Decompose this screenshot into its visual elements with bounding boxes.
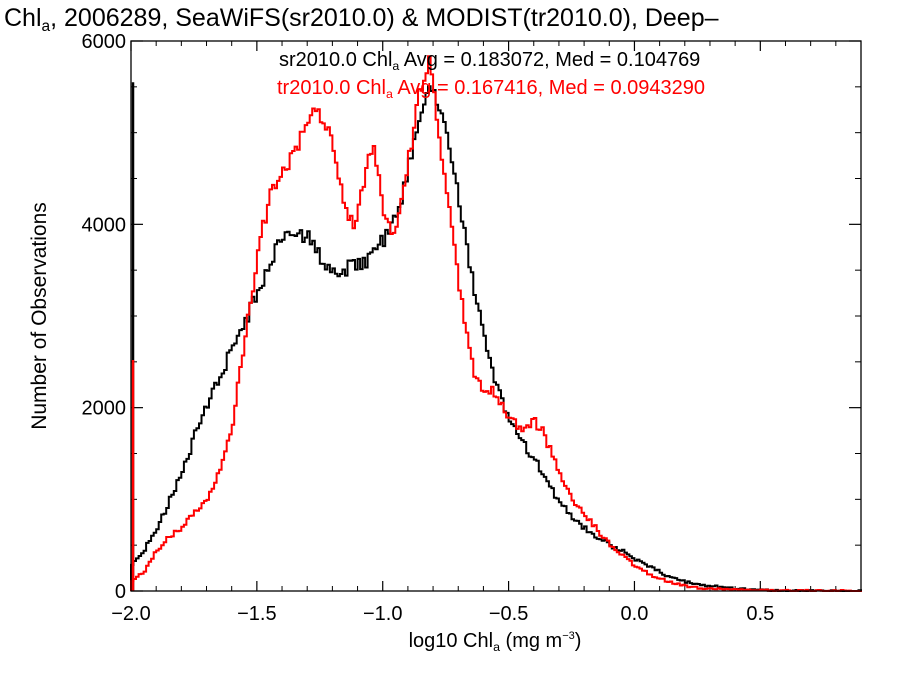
series-2-stats-rest: Avg = 0.167416, Med = 0.0943290 <box>392 77 705 99</box>
y-tick-label: 2000 <box>82 398 127 420</box>
plot-frame <box>130 40 862 592</box>
x-tick-label: −0.5 <box>489 603 528 625</box>
tick-labels: −2.0 −1.5 −1.0 −0.5 0.0 0.5 0 2000 4000 6000 <box>82 31 775 625</box>
y-tick-label: 4000 <box>82 214 127 236</box>
chart-title: Chla, 2006289, SeaWiFS(sr2010.0) & MODIS… <box>4 4 719 36</box>
x-tick-label: 0.0 <box>621 603 649 625</box>
x-axis-label-superscript: −3 <box>562 629 575 642</box>
y-axis-label: Number of Observations <box>28 202 51 430</box>
series-1-stats: sr2010.0 Chla Avg = 0.183072, Med = 0.10… <box>279 49 701 74</box>
title-prefix: Chl <box>4 4 42 32</box>
series-layer <box>130 55 862 592</box>
y-tick-label: 0 <box>115 581 126 603</box>
series-1-stats-subscript: a <box>392 59 400 74</box>
y-tick-label: 6000 <box>82 31 127 53</box>
x-tick-label: −1.5 <box>237 603 276 625</box>
x-axis-label: log10 Chla (mg m−3) <box>0 629 900 655</box>
x-tick-label: −2.0 <box>111 603 150 625</box>
x-tick-label: 0.5 <box>746 603 774 625</box>
series-2-line <box>130 55 862 592</box>
series-2-stats-subscript: a <box>385 87 393 102</box>
series-1-stats-rest: Avg = 0.183072, Med = 0.104769 <box>399 49 701 71</box>
x-axis-label-units: (mg m <box>499 630 563 652</box>
x-tick-label: −1.0 <box>363 603 402 625</box>
x-axis-label-subscript: a <box>493 640 500 655</box>
x-axis-label-prefix: log10 Chl <box>408 630 494 652</box>
title-rest: , 2006289, SeaWiFS(sr2010.0) & MODIST(tr… <box>50 4 719 32</box>
series-2-stats: tr2010.0 Chla Avg = 0.167416, Med = 0.09… <box>277 77 705 102</box>
x-axis-label-units-end: ) <box>574 630 582 652</box>
series-1-line <box>130 85 862 592</box>
series-2-stats-prefix: tr2010.0 Chl <box>277 77 386 99</box>
title-subscript: a <box>41 18 51 36</box>
series-1-stats-prefix: sr2010.0 Chl <box>279 49 393 71</box>
axis-ticks <box>130 40 861 592</box>
